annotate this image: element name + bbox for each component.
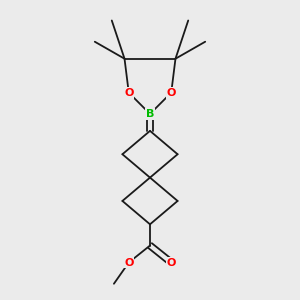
Text: O: O <box>124 257 134 268</box>
Text: O: O <box>167 257 176 268</box>
Text: O: O <box>167 88 176 98</box>
Text: B: B <box>146 109 154 119</box>
Text: O: O <box>124 88 134 98</box>
